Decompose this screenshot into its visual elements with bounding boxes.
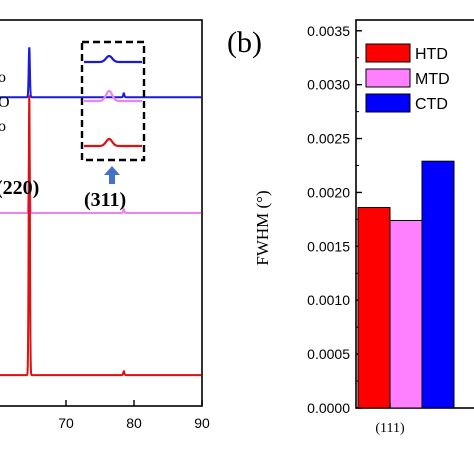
legend-fragment: o: [0, 118, 6, 135]
inset-pattern-line: [84, 89, 142, 103]
y-tick-label: 0.0030: [307, 77, 350, 93]
xrd-x-ticks: 70 80 90: [58, 400, 210, 431]
y-axis-label: FWHM (°): [253, 190, 272, 265]
y-tick-label: 0.0025: [307, 131, 350, 147]
fwhm-bars: [357, 160, 455, 409]
legend-swatch-ctd: [365, 93, 411, 113]
y-tick-label: 0.0020: [307, 184, 350, 200]
x-tick-label-111: (111): [375, 421, 405, 436]
y-tick-label: 0.0035: [307, 23, 350, 39]
legend-label: MTD: [415, 71, 450, 88]
x-tick-label: 80: [126, 415, 142, 431]
inset-dashed-box: [80, 40, 146, 162]
fwhm-bar-ctd: [421, 160, 455, 409]
legend-label: CTD: [415, 96, 448, 113]
xrd-pattern-lines: [0, 47, 202, 377]
fwhm-legend: HTD MTD CTD: [365, 43, 450, 113]
xrd-pattern-line: [0, 47, 202, 99]
up-arrow-icon: [104, 166, 120, 184]
inset-pattern-line: [84, 137, 142, 148]
xrd-plot-frame: [0, 19, 203, 407]
xrd-panel: 70 80 90 o O o (220) (311): [0, 19, 210, 431]
fwhm-panel: (b) FWHM (°) 0.00000.00050.00100.00150.0…: [227, 19, 474, 436]
legend-fragment: o: [0, 69, 6, 86]
xrd-pattern-line: [0, 95, 202, 377]
inset-pattern-line: [84, 54, 142, 64]
x-tick-label: 90: [194, 415, 210, 431]
legend-label: HTD: [415, 46, 448, 63]
fwhm-y-ticks: 0.0000 0.0005 0.0010 0.0015 0.0020 0.0025 0.00…: [307, 23, 362, 416]
legend-swatch-htd: [365, 43, 411, 63]
y-tick-label: 0.0000: [307, 400, 350, 416]
fwhm-bar-htd: [357, 207, 391, 409]
panel-label-b: (b): [227, 26, 262, 59]
x-tick-label: 70: [58, 415, 74, 431]
legend-swatch-mtd: [365, 68, 411, 88]
y-tick-label: 0.0015: [307, 238, 350, 254]
inset-pattern-lines: [84, 54, 142, 148]
xrd-inset: [80, 40, 146, 162]
peak-label-311: (311): [84, 189, 126, 211]
fwhm-bar-mtd: [389, 219, 423, 409]
y-tick-label: 0.0010: [307, 292, 350, 308]
peak-label-220: (220): [0, 177, 39, 199]
xrd-legend-fragments: o O o: [0, 69, 10, 135]
y-tick-label: 0.0005: [307, 346, 350, 362]
xrd-pattern-line: [0, 151, 202, 214]
legend-fragment: O: [0, 94, 10, 111]
